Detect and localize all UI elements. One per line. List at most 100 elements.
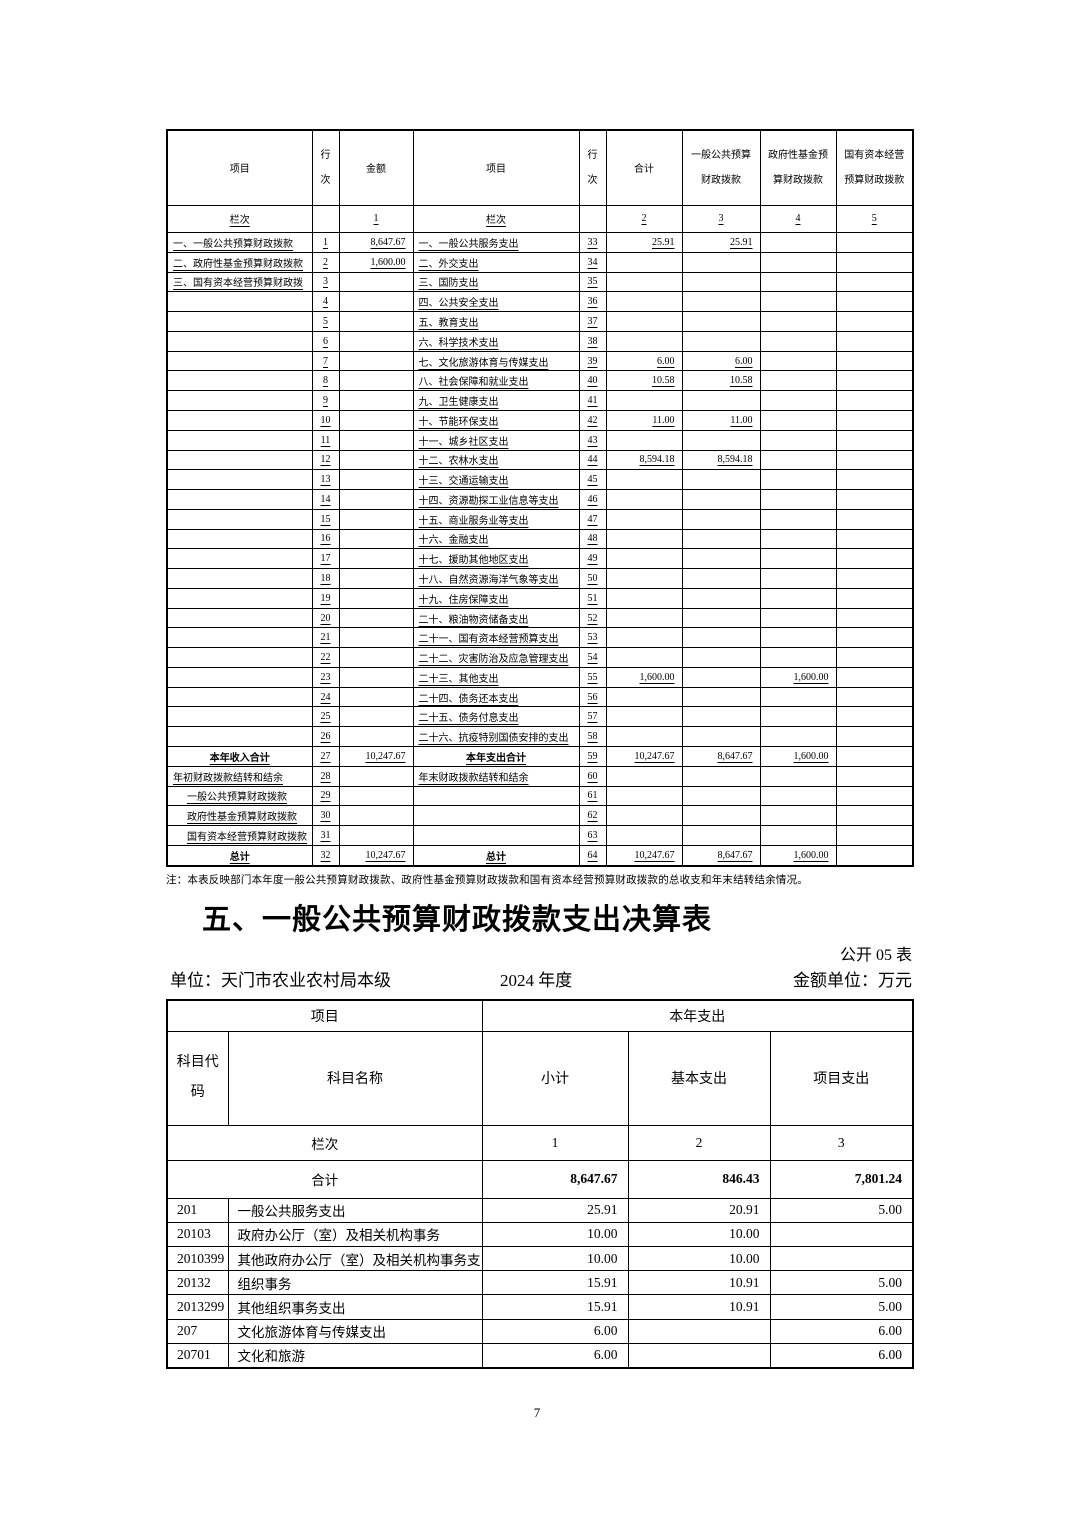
summary-row: 20 二十、粮油物资储备支出 52 [166,607,914,629]
summary-row-cell [605,627,683,649]
summary-row-cell: 十七、援助其他地区支出 [412,548,580,570]
summary-row-cell [166,409,313,431]
summary-row-cell: 十四、资源勘探工业信息等支出 [412,489,580,510]
summary-row-cell [759,251,837,273]
fiscal-year-label: 2024 年度 [500,971,573,990]
summary-row-cell: 四、公共安全支出 [412,291,580,313]
summary-row-cell [681,429,761,451]
summary-row-cell [835,607,914,629]
summary-row: 8 八、社会保障和就业支出 40 10.58 10.58 [166,370,914,392]
summary-row-cell [759,370,837,392]
summary-row: 12 十二、农林水支出 44 8,594.18 8,594.18 [166,449,914,471]
summary-row-cell [759,232,837,253]
col-subject-name: 科目名称 [227,1030,483,1127]
summary-row-cell: 38 [578,330,607,352]
lanci-empty [578,204,607,234]
summary-row-cell [166,528,313,550]
summary-row-cell: 十五、商业服务业等支出 [412,508,580,530]
expenditure-row: 201 一般公共服务支出 25.91 20.91 5.00 [166,1197,914,1223]
summary-row: 21 二十一、国有资本经营预算支出 53 [166,627,914,649]
summary-row-cell [835,568,914,589]
expenditure-row-cell: 10.91 [627,1294,771,1320]
expenditure-row-cell [627,1342,771,1369]
summary-row-cell [759,686,837,708]
summary-row-cell [759,271,837,293]
summary-row-cell [759,785,837,807]
expenditure-row-cell: 10.00 [627,1245,771,1272]
expenditure-row-cell: 20103 [166,1221,229,1247]
col-item-right: 项目 [412,129,580,206]
summary-row-cell [338,528,414,550]
summary-row: 23 二十三、其他支出 55 1,600.00 1,600.00 [166,666,914,688]
summary-row-cell [835,469,914,491]
summary-row-cell [166,726,313,747]
expenditure-row-cell: 一般公共服务支出 [227,1197,483,1223]
summary-row-cell: 六、科学技术支出 [412,330,580,352]
summary-row-cell [759,647,837,668]
summary-row-cell: 17 [311,548,340,570]
summary-row-cell: 8 [311,370,340,392]
col-subtotal: 小计 [481,1030,629,1127]
summary-row-cell [338,370,414,392]
summary-row-cell [338,350,414,372]
summary-row-cell: 30 [311,805,340,827]
summary-row-cell [605,805,683,827]
summary-row-cell: 8,647.67 [681,844,761,867]
expenditure-lanci-row: 栏次 1 2 3 [166,1125,914,1161]
summary-row: 一般公共预算财政拨款 29 61 [166,785,914,807]
summary-row-cell: 32 [311,844,340,867]
summary-row-cell: 二十一、国有资本经营预算支出 [412,627,580,649]
summary-row-cell [759,508,837,530]
summary-row-cell [605,607,683,629]
summary-row: 本年收入合计 27 10,247.67 本年支出合计 59 10,247.67 8,647.… [166,745,914,767]
col-line-no-left: 行 次 [311,129,340,206]
col-project-group: 项目 [166,999,483,1032]
expenditure-row-cell: 6.00 [481,1318,629,1344]
summary-row-cell [166,449,313,471]
summary-row-cell: 61 [578,785,607,807]
summary-row-cell: 1,600.00 [759,666,837,688]
summary-row-cell: 22 [311,647,340,668]
summary-row-cell: 一、一般公共预算财政拨款 [166,232,313,253]
col-amount: 金额 [338,129,414,206]
summary-row-cell: 1,600.00 [605,666,683,688]
summary-row-cell: 18 [311,568,340,589]
summary-row-cell [835,390,914,411]
summary-row-cell: 1,600.00 [338,251,414,273]
summary-row-cell: 1,600.00 [759,844,837,867]
summary-row-cell: 45 [578,469,607,491]
expenditure-row-cell: 5.00 [769,1294,914,1320]
summary-row-cell [681,726,761,747]
summary-table-header-row: 项目 行 次 金额 项目 行 次 合计 一般公共预算 财政拨款 政府性基金预 [166,129,914,206]
summary-row-cell [835,785,914,807]
summary-row-cell [338,726,414,747]
summary-row-cell: 28 [311,765,340,787]
summary-row-cell: 25.91 [681,232,761,253]
summary-row-cell [605,825,683,846]
summary-row-cell: 二十二、灾害防治及应急管理支出 [412,647,580,668]
expenditure-row-cell: 20.91 [627,1197,771,1223]
summary-row-cell: 26 [311,726,340,747]
summary-row-cell [605,647,683,668]
org-unit-label: 单位：天门市农业农村局本级 [170,971,391,990]
col-item-left: 项目 [166,129,313,206]
lanci-col4: 4 [759,204,837,234]
total-project: 7,801.24 [769,1159,914,1199]
summary-row-cell [338,805,414,827]
summary-row-cell: 25 [311,706,340,728]
summary-row-cell: 4 [311,291,340,313]
summary-row-cell [759,528,837,550]
summary-row-cell: 11.00 [681,409,761,431]
summary-row-cell [835,706,914,728]
summary-row-cell: 46 [578,489,607,510]
summary-row-cell [338,647,414,668]
summary-row: 26 二十六、抗疫特别国债安排的支出 58 [166,726,914,747]
summary-row-cell: 40 [578,370,607,392]
summary-row: 6 六、科学技术支出 38 [166,330,914,352]
summary-row-cell: 1 [311,232,340,253]
summary-row-cell [681,686,761,708]
summary-row-cell: 十一、城乡社区支出 [412,429,580,451]
summary-row-cell [835,627,914,649]
summary-row-cell [166,429,313,451]
summary-row-cell: 11.00 [605,409,683,431]
